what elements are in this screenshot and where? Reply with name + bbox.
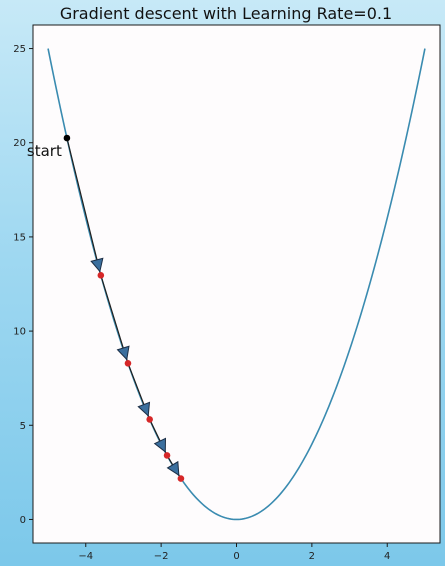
- descent-arrows: [66, 137, 182, 479]
- chart-title: Gradient descent with Learning Rate=0.1: [60, 4, 392, 23]
- descent-arrow-head: [153, 437, 167, 453]
- x-tick-label: −2: [154, 551, 169, 562]
- descent-arrow-head: [90, 257, 104, 273]
- start-point: [63, 134, 71, 142]
- y-tick-label: 15: [13, 232, 26, 243]
- descent-points: [63, 134, 185, 482]
- descent-arrow-head: [116, 345, 130, 361]
- descent-point: [163, 452, 171, 459]
- x-tick-label: 0: [233, 551, 239, 562]
- descent-step-line: [66, 137, 102, 276]
- descent-arrow-head: [166, 460, 180, 477]
- y-tick-label: 25: [13, 44, 26, 55]
- y-tick-label: 0: [20, 515, 26, 526]
- x-tick-label: −4: [78, 551, 93, 562]
- parabola-curve: [47, 48, 426, 521]
- descent-arrow-head: [137, 401, 151, 417]
- x-axis-ticks: −4 −2 0 2 4: [78, 543, 390, 562]
- descent-point: [177, 475, 185, 482]
- y-axis-ticks: 0 5 10 15 20 25: [13, 44, 33, 526]
- descent-point: [97, 272, 105, 279]
- y-tick-label: 20: [13, 138, 26, 149]
- y-tick-label: 5: [20, 421, 26, 432]
- y-tick-label: 10: [13, 327, 26, 338]
- descent-point: [124, 360, 132, 367]
- plot-area: [32, 24, 441, 544]
- start-annotation: start: [27, 142, 62, 160]
- descent-point: [146, 416, 153, 423]
- x-tick-label: 4: [384, 551, 390, 562]
- x-tick-label: 2: [309, 551, 315, 562]
